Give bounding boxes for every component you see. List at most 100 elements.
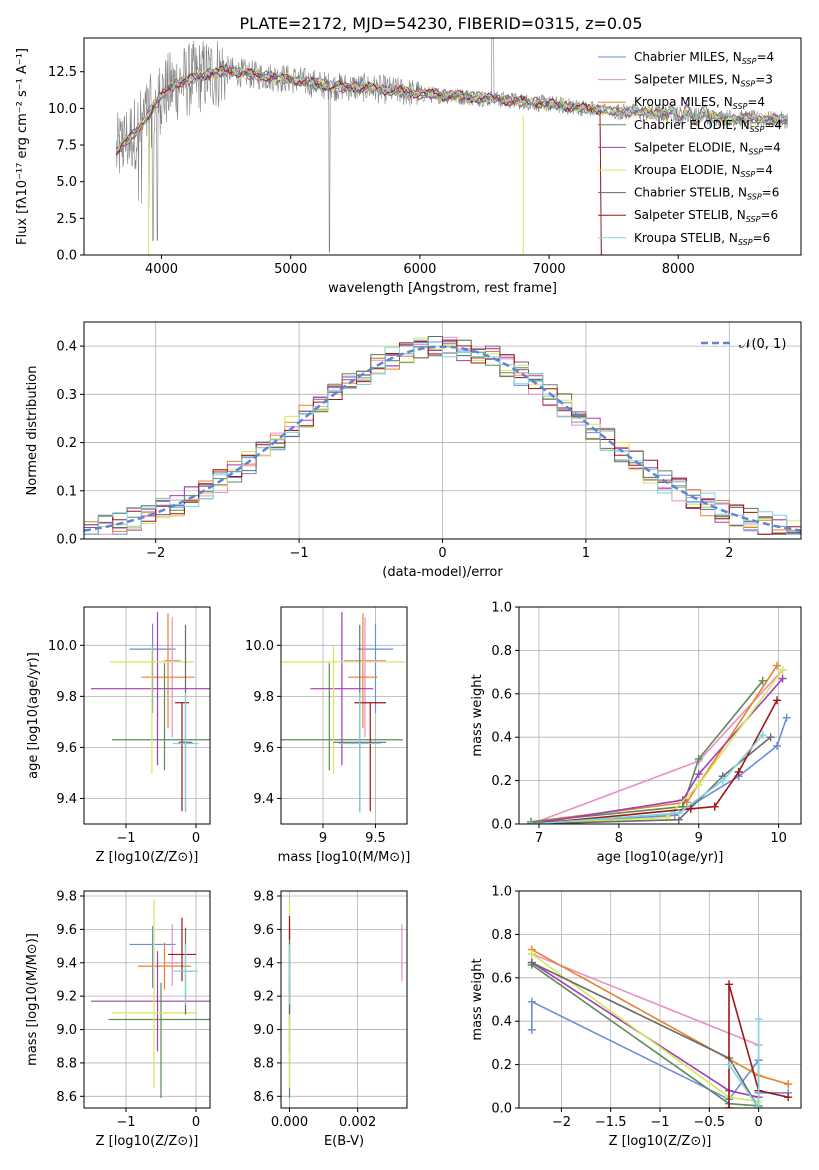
legend-label-n: N bbox=[732, 163, 741, 177]
legend-label-sub: SSP bbox=[750, 125, 765, 134]
legend-label-n: N bbox=[724, 95, 733, 109]
legend-label-rest: =6 bbox=[760, 208, 778, 222]
x-tick-label: −1.5 bbox=[595, 1115, 627, 1130]
weight-marker bbox=[758, 676, 767, 685]
x-tick-label: −0.5 bbox=[694, 1115, 726, 1130]
y-tick-label: 10.0 bbox=[48, 639, 77, 654]
legend-label-rest: =4 bbox=[763, 140, 781, 154]
x-tick-label: −1 bbox=[650, 1115, 669, 1130]
weight-marker bbox=[773, 661, 782, 670]
plot-area-weight_vs_age bbox=[526, 661, 791, 824]
y-tick-label: 8.8 bbox=[56, 1056, 77, 1071]
spectrum-legend: Chabrier MILES, NSSP=4 Salpeter MILES, NS… bbox=[598, 50, 782, 247]
legend-label: 𝒩(0, 1) bbox=[739, 337, 786, 352]
weight-marker bbox=[674, 809, 683, 818]
residual-histogram-7 bbox=[84, 336, 801, 539]
weight-marker bbox=[773, 741, 782, 750]
legend-label-rest: =3 bbox=[755, 73, 773, 87]
y-axis-label: age [log10(age/yr)] bbox=[26, 652, 41, 779]
legend-label: Kroupa MILES, NSSP=4 bbox=[634, 95, 765, 111]
weight-line-6 bbox=[530, 669, 784, 824]
y-axis-label: mass [log10(M/M⊙)] bbox=[25, 933, 40, 1066]
x-tick-label: 0.002 bbox=[339, 1115, 376, 1130]
plot-area-mass_vs_ebv bbox=[288, 899, 403, 1098]
y-tick-label: 8.6 bbox=[56, 1090, 77, 1105]
x-tick-label: 0.000 bbox=[271, 1115, 308, 1130]
x-axis-label: Z [log10(Z/Z⊙)] bbox=[609, 1134, 712, 1149]
legend-label: Chabrier MILES, NSSP=4 bbox=[634, 50, 774, 66]
x-tick-label: 8 bbox=[615, 831, 623, 846]
x-tick-label: 7 bbox=[535, 831, 543, 846]
legend-label: Chabrier ELODIE, NSSP=4 bbox=[634, 118, 782, 134]
y-tick-label: 0.4 bbox=[56, 340, 77, 355]
y-tick-label: 0.6 bbox=[491, 687, 512, 702]
plot-area-spectrum bbox=[115, 38, 789, 255]
legend-label-rest: =6 bbox=[753, 231, 771, 245]
y-axis-label: mass weight bbox=[470, 674, 485, 756]
y-tick-label: 9.4 bbox=[253, 792, 274, 807]
y-tick-label: 10.0 bbox=[245, 639, 274, 654]
x-tick-label: −1 bbox=[290, 546, 309, 561]
y-tick-label: 9.0 bbox=[253, 1023, 274, 1038]
axes-frame bbox=[518, 606, 802, 825]
weight-marker bbox=[784, 1080, 793, 1089]
y-axis-label: mass weight bbox=[470, 958, 485, 1040]
weight-marker bbox=[766, 733, 775, 742]
chart-mass_vs_Z: −1 0 8.6 8.8 9.0 9.2 9.4 9.6 9.8 Z [log10(Z/Z⊙)] m… bbox=[25, 890, 211, 1149]
weight-marker bbox=[778, 665, 787, 674]
legend-label-sub: SSP bbox=[742, 57, 757, 66]
residual-legend: 𝒩(0, 1) bbox=[701, 337, 786, 352]
weight-line-8 bbox=[728, 984, 789, 1108]
x-tick-label: 0 bbox=[192, 831, 200, 846]
x-tick-label: 7000 bbox=[533, 262, 566, 277]
weight-line-9 bbox=[530, 734, 764, 824]
y-tick-label: 9.8 bbox=[56, 890, 77, 905]
y-tick-label: 0.1 bbox=[56, 484, 77, 499]
weight-marker bbox=[694, 770, 703, 779]
y-tick-label: 9.8 bbox=[253, 890, 274, 905]
x-axis-label: E(B-V) bbox=[324, 1134, 364, 1149]
y-tick-label: 9.4 bbox=[56, 956, 77, 971]
weight-line-9 bbox=[728, 1019, 760, 1108]
x-axis-label: wavelength [Angstrom, rest frame] bbox=[328, 281, 557, 296]
y-tick-label: 9.6 bbox=[56, 741, 77, 756]
weight-line-1 bbox=[530, 717, 788, 824]
weight-marker bbox=[725, 1104, 734, 1108]
plot-area-weight_vs_Z bbox=[527, 945, 793, 1108]
legend-label-sub: SSP bbox=[747, 193, 762, 202]
y-tick-label: 0.0 bbox=[56, 249, 77, 264]
y-tick-label: 9.8 bbox=[56, 690, 77, 705]
weight-line-3 bbox=[530, 665, 778, 823]
axes-frame bbox=[83, 37, 802, 256]
model-spectrum-9 bbox=[116, 66, 789, 152]
weight-marker bbox=[527, 949, 536, 958]
y-tick-label: 9.6 bbox=[253, 741, 274, 756]
legend-label-n: N bbox=[733, 50, 742, 64]
y-tick-label: 0.0 bbox=[491, 1102, 512, 1117]
weight-line-2 bbox=[531, 953, 759, 1046]
legend-label-n: N bbox=[739, 140, 748, 154]
x-tick-label: 2 bbox=[725, 546, 733, 561]
weight-marker bbox=[694, 754, 703, 763]
legend-label-rest: =4 bbox=[755, 163, 773, 177]
y-axis-label: Normed distribution bbox=[25, 366, 40, 496]
weight-line-2 bbox=[530, 669, 784, 824]
weight-marker bbox=[694, 780, 703, 789]
weight-line-5 bbox=[530, 678, 784, 824]
legend-label: Kroupa STELIB, NSSP=6 bbox=[634, 231, 770, 247]
x-tick-label: 9.5 bbox=[365, 831, 386, 846]
x-tick-label: 5000 bbox=[274, 262, 307, 277]
weight-marker bbox=[710, 802, 719, 811]
legend-label-sub: SSP bbox=[748, 147, 763, 156]
y-tick-label: 9.4 bbox=[253, 956, 274, 971]
x-tick-label: 0 bbox=[438, 546, 446, 561]
legend-label-sub: SSP bbox=[746, 215, 761, 224]
legend-label-rest: =6 bbox=[762, 186, 780, 200]
y-tick-label: 10.0 bbox=[48, 102, 77, 117]
y-tick-label: 0.4 bbox=[491, 731, 512, 746]
x-tick-label: 10 bbox=[770, 831, 787, 846]
weight-marker bbox=[718, 776, 727, 785]
x-axis-label: (data-model)/error bbox=[382, 565, 503, 580]
y-tick-label: 0.8 bbox=[491, 644, 512, 659]
